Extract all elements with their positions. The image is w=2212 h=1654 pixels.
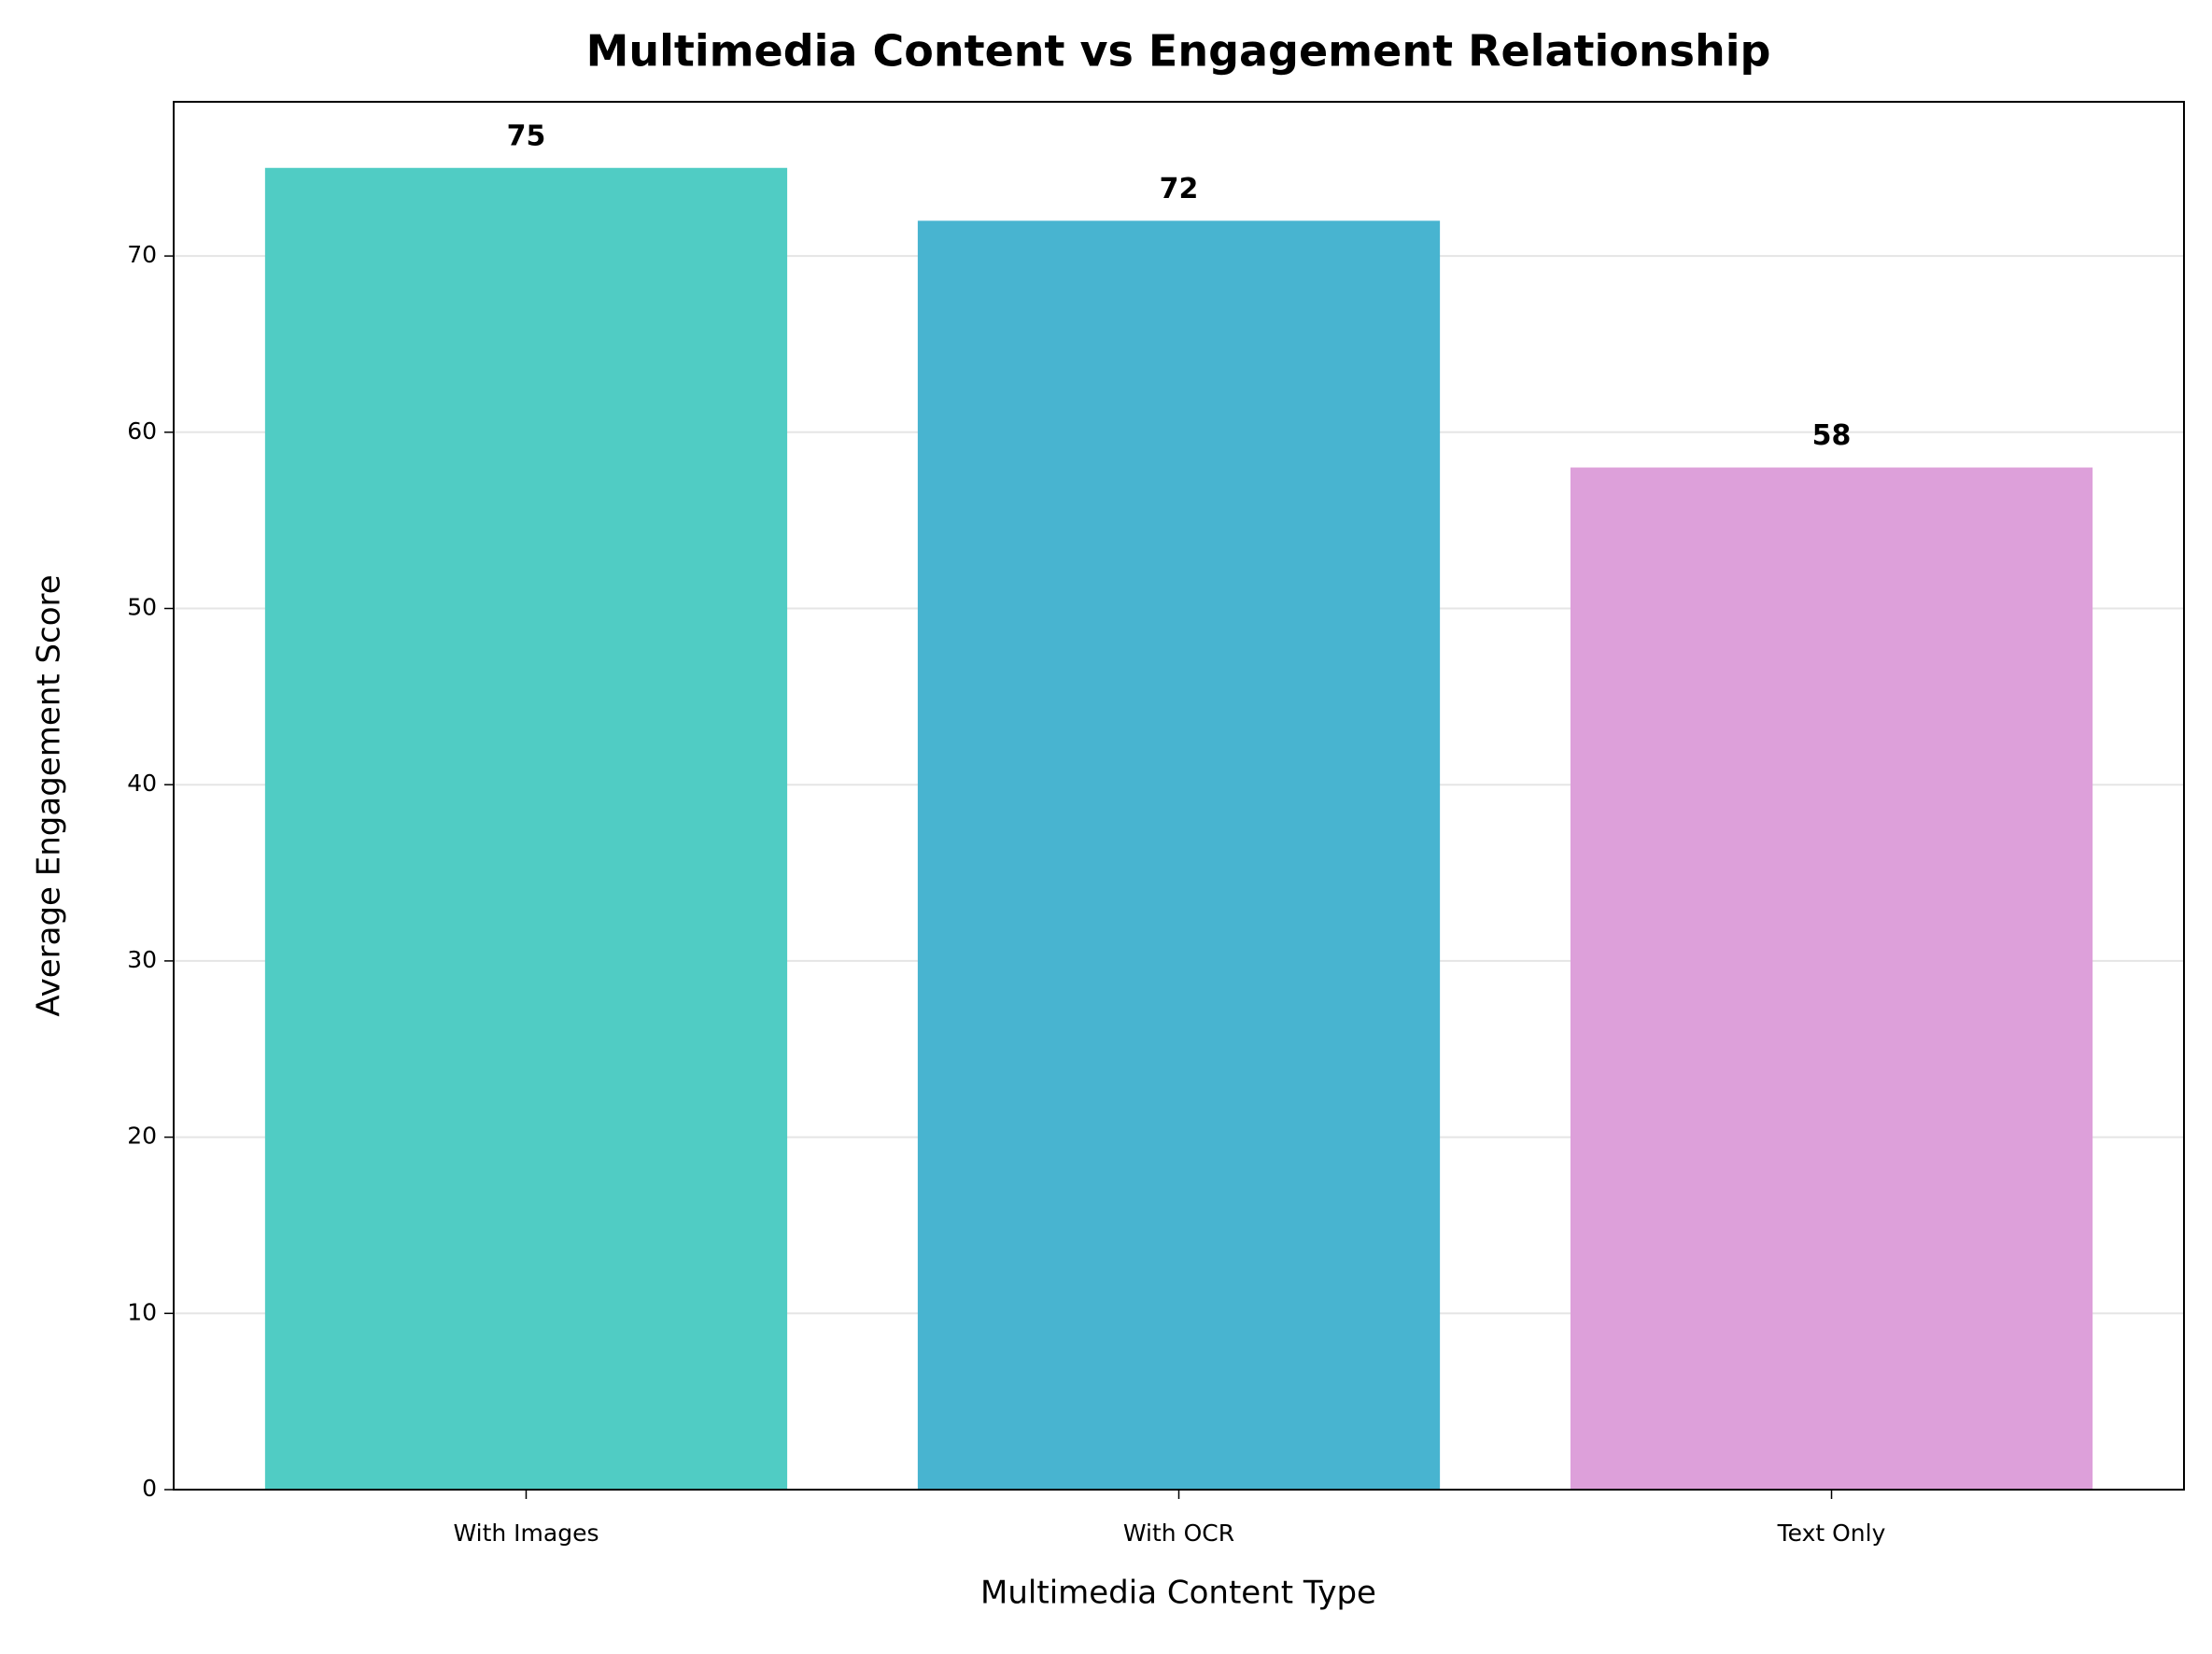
y-tick-label: 20 (127, 1123, 157, 1150)
value-label: 72 (1160, 173, 1199, 205)
plot-frame (173, 101, 2185, 1491)
x-tick-label: With OCR (1123, 1520, 1234, 1547)
x-axis-label: Multimedia Content Type (980, 1575, 1376, 1612)
value-label: 75 (507, 120, 546, 152)
y-tick-label: 30 (127, 946, 157, 973)
x-tick-label: Text Only (1777, 1520, 1886, 1547)
bar (264, 167, 788, 1490)
y-tick-label: 0 (142, 1475, 157, 1502)
x-tick-label: With Images (453, 1520, 599, 1547)
y-tick-label: 60 (127, 417, 157, 445)
y-tick-label: 50 (127, 594, 157, 621)
y-tick-label: 10 (127, 1298, 157, 1325)
bar (917, 220, 1441, 1490)
chart-title: Multimedia Content vs Engagement Relatio… (586, 26, 1771, 77)
value-label: 58 (1812, 419, 1852, 452)
y-tick-label: 70 (127, 241, 157, 268)
bar (1570, 467, 2093, 1490)
y-axis-label: Average Engagement Score (31, 574, 68, 1016)
y-tick-label: 40 (127, 770, 157, 797)
